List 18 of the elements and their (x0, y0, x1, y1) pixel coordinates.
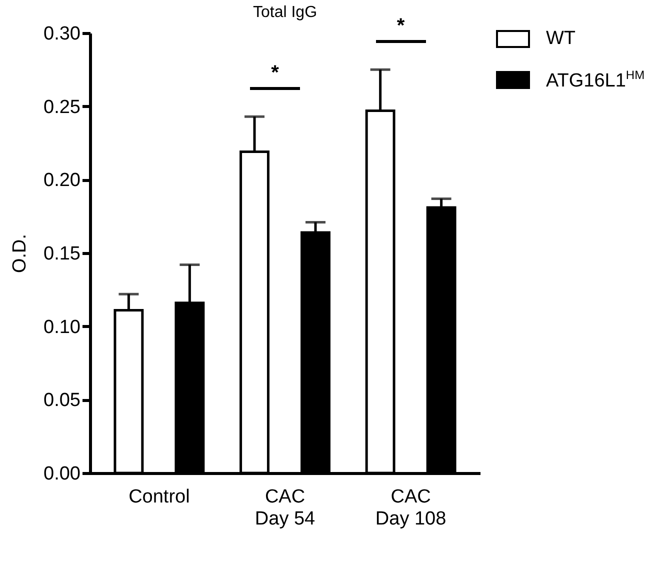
y-tick-label: 0.10 (44, 316, 80, 338)
legend-label: ATG16L1$^{HM}$ (546, 68, 645, 92)
annotation: * (396, 14, 406, 37)
y-tick-label: 0.05 (44, 390, 80, 412)
x-tick-label: Control (128, 486, 190, 508)
chart-title: Total IgG (252, 4, 318, 21)
y-axis-title: O.D. (10, 234, 31, 274)
y-tick-label: 0.30 (44, 24, 80, 44)
y-tick-label: 0.00 (44, 464, 80, 484)
significance-bracket: * (376, 16, 426, 43)
y-tick-label: 0.25 (44, 96, 80, 118)
annotation: * (270, 62, 280, 84)
significance-bracket: * (250, 62, 300, 90)
x-tick-label: CAC Day 54 (254, 486, 316, 530)
legend-label: WT (546, 28, 576, 50)
y-tick-label: 0.15 (44, 244, 80, 264)
y-tick-label: 0.20 (44, 170, 80, 192)
x-tick-label: CAC Day 108 (375, 486, 446, 530)
